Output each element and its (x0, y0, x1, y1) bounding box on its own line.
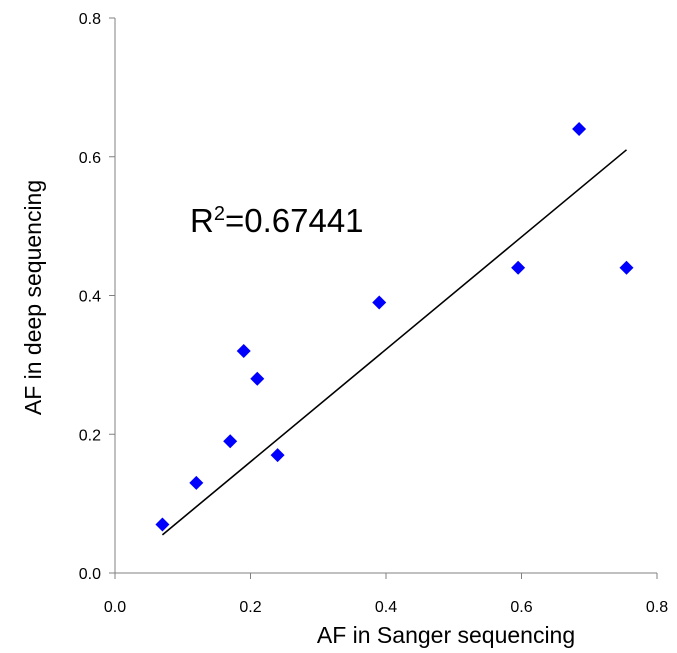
r-squared-prefix: R (190, 202, 214, 239)
x-tick-label: 0.0 (104, 599, 126, 616)
x-axis-title: AF in Sanger sequencing (317, 622, 575, 648)
y-tick-label: 0.0 (79, 566, 101, 583)
data-point-diamond (572, 122, 587, 136)
trendline (161, 149, 628, 536)
data-point-diamond (250, 371, 265, 386)
x-tick-label: 0.2 (239, 599, 261, 616)
y-axis-title: AF in deep sequencing (20, 180, 46, 415)
data-point-diamond (372, 295, 387, 310)
data-point-diamond (223, 434, 238, 449)
data-point-diamond (236, 344, 251, 358)
r-squared-value: =0.67441 (225, 202, 364, 239)
y-tick-label: 0.6 (79, 150, 101, 167)
data-point-diamond (511, 260, 526, 275)
data-point-diamond (619, 260, 634, 275)
data-points (155, 122, 634, 532)
x-tick-label: 0.6 (510, 599, 532, 616)
y-tick-label: 0.2 (79, 427, 101, 444)
ticks: 0.0 0.2 0.4 0.6 0.8 0.0 0.2 0.4 0.6 0.8 (79, 11, 668, 616)
data-point-diamond (189, 475, 204, 490)
x-tick-label: 0.8 (646, 599, 668, 616)
data-point-diamond (155, 517, 170, 532)
y-tick-label: 0.4 (79, 289, 101, 306)
y-tick-label: 0.8 (79, 11, 101, 28)
trendline-layer (161, 149, 628, 536)
data-point-diamond (270, 448, 285, 463)
r-squared-annotation: R2=0.67441 (190, 202, 364, 239)
r-squared-superscript: 2 (214, 203, 225, 225)
x-tick-label: 0.4 (375, 599, 397, 616)
